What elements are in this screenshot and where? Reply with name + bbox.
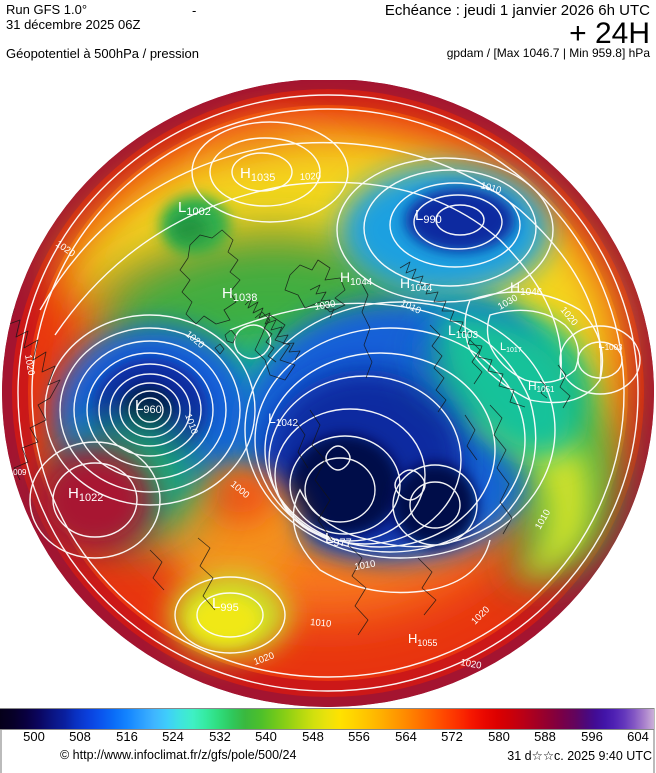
svg-text:1020: 1020 — [300, 171, 322, 183]
svg-text:1010: 1010 — [310, 617, 332, 630]
